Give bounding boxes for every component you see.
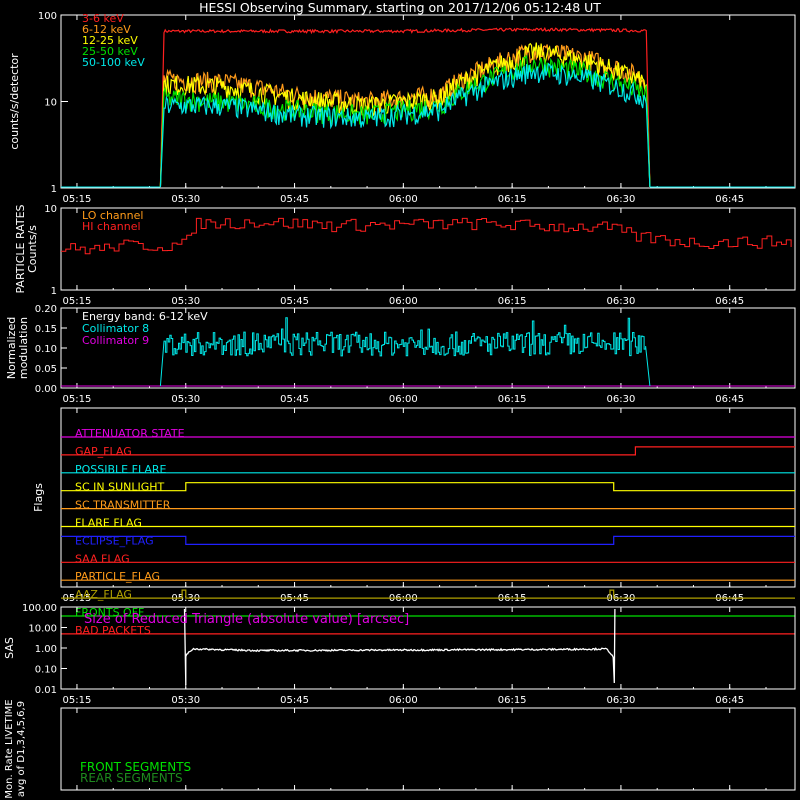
flag-line <box>61 535 795 546</box>
x-tick-label: 06:45 <box>715 695 744 706</box>
legend-entry: Collimator 9 <box>82 334 149 347</box>
x-tick-label: 05:15 <box>63 296 92 307</box>
flag-label: POSSIBLE FLARE <box>75 463 166 476</box>
panels: 05:15 05:30 05:45 06:00 06:15 06:30 06:4511010… <box>3 11 796 799</box>
y-tick-label: 0.05 <box>35 364 57 375</box>
legend-entry: 6-12 keV <box>82 23 131 36</box>
x-tick-label: 06:45 <box>715 194 744 205</box>
series-line-50-100keV <box>159 62 651 188</box>
x-tick-label: 05:30 <box>171 194 200 205</box>
y-tick-label: 1 <box>51 286 57 297</box>
x-tick-label: 06:30 <box>607 394 636 405</box>
panel-frame-1 <box>60 207 796 291</box>
x-tick-label: 06:30 <box>607 296 636 307</box>
flag-label: SC IN SUNLIGHT <box>75 481 165 494</box>
x-tick-label: 06:15 <box>498 194 527 205</box>
x-tick-label: 05:30 <box>171 296 200 307</box>
x-tick-label: 05:45 <box>280 394 309 405</box>
series-line-12-25keV <box>159 42 651 188</box>
y-tick-label: 0.20 <box>35 304 57 315</box>
flag-label: SAA FLAG <box>75 552 130 565</box>
x-tick-label: 06:15 <box>498 394 527 405</box>
y-tick-label: 0.15 <box>35 324 57 335</box>
legend-entry: 3-6 keV <box>82 12 124 25</box>
sas-triangle-line <box>183 608 616 686</box>
panel-frame-5 <box>60 707 796 791</box>
y-tick-label: 0.10 <box>35 665 57 676</box>
x-tick-label: 05:15 <box>63 394 92 405</box>
y-axis-label-1: avg of D1,3,4,5,6,9 <box>16 701 27 797</box>
flag-label: PARTICLE_FLAG <box>75 570 160 583</box>
legend-entry: 50-100 keV <box>82 56 145 69</box>
y-axis-label: PARTICLE RATES <box>14 204 27 293</box>
series-line-6-12keV <box>159 44 651 188</box>
flag-label: GAP_FLAG <box>75 445 132 458</box>
y-tick-label: 0.10 <box>35 344 57 355</box>
y-tick-label: 10 <box>44 98 57 109</box>
x-tick-label: 06:00 <box>389 194 418 205</box>
x-tick-label: 05:30 <box>171 695 200 706</box>
series-line-3-6keV <box>159 27 651 188</box>
y-axis-label: Normalized <box>5 317 18 379</box>
y-tick-label: 1 <box>51 184 57 195</box>
legend-entry: HI channel <box>82 220 141 233</box>
series-line-HIchannel <box>61 217 792 255</box>
flag-label: AAZ_FLAG <box>75 588 132 601</box>
figure-title: HESSI Observing Summary, starting on 201… <box>199 0 601 15</box>
y-tick-label: 10 <box>44 204 57 215</box>
x-tick-label: 06:15 <box>498 695 527 706</box>
y-axis-label: SAS <box>3 637 16 659</box>
flag-line <box>61 482 795 492</box>
flag-label: ATTENUATOR STATE <box>75 427 185 440</box>
flag-label: ECLIPSE_FLAG <box>75 534 154 547</box>
panel-frame-3 <box>60 407 796 588</box>
y-axis-label-unit: Counts/s <box>26 225 39 273</box>
flag-line <box>61 446 795 456</box>
x-tick-label: 06:45 <box>715 296 744 307</box>
x-tick-label: 06:45 <box>715 394 744 405</box>
legend-entry: LO channel <box>82 209 143 222</box>
flag-label: FLARE FLAG <box>75 517 142 530</box>
y-axis-label: counts/s/detector <box>8 53 21 150</box>
y-tick-label: 1.00 <box>35 644 57 655</box>
series-line-Collimator8 <box>159 317 651 387</box>
y-tick-label: 0.01 <box>35 685 57 696</box>
energy-band-label: Energy band: 6-12 keV <box>82 310 208 323</box>
x-tick-label: 05:45 <box>280 296 309 307</box>
legend-entry: 25-50 keV <box>82 45 138 58</box>
x-tick-label: 06:15 <box>498 296 527 307</box>
flag-line <box>61 589 795 599</box>
x-tick-label: 05:15 <box>63 194 92 205</box>
y-tick-label: 100 <box>38 11 57 22</box>
legend-entry: Collimator 8 <box>82 322 149 335</box>
x-tick-label: 06:00 <box>389 695 418 706</box>
flag-label: SC TRANSMITTER <box>75 499 171 512</box>
x-tick-label: 06:00 <box>389 394 418 405</box>
x-tick-label: 05:45 <box>280 695 309 706</box>
sas-annotation: Size of Reduced Triangle (absolute value… <box>84 612 409 627</box>
y-tick-label: 10.00 <box>28 624 57 635</box>
x-tick-label: 05:45 <box>280 194 309 205</box>
x-tick-label: 06:30 <box>607 194 636 205</box>
x-tick-label: 05:15 <box>63 695 92 706</box>
legend-front-segments: FRONT SEGMENTS <box>80 760 191 774</box>
y-axis-label-2: modulation <box>17 317 30 379</box>
y-tick-label: 0.00 <box>35 384 57 395</box>
x-tick-label: 06:00 <box>389 296 418 307</box>
x-tick-label: 05:30 <box>171 394 200 405</box>
y-axis-label: Flags <box>32 483 45 512</box>
y-tick-label: 100.00 <box>22 603 57 614</box>
y-axis-label-0: Mon. Rate LIVETIME <box>4 699 15 798</box>
x-tick-label: 06:30 <box>607 695 636 706</box>
legend-rear-segments: REAR SEGMENTS <box>80 771 183 785</box>
legend-entry: 12-25 keV <box>82 34 138 47</box>
